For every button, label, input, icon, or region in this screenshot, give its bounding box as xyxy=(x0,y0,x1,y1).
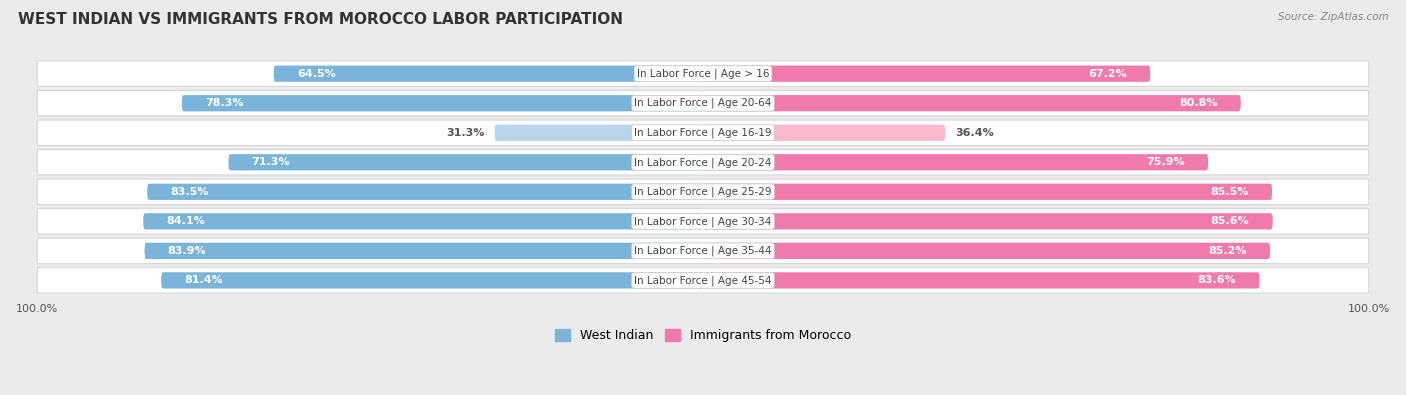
FancyBboxPatch shape xyxy=(181,95,703,111)
FancyBboxPatch shape xyxy=(38,179,1368,205)
FancyBboxPatch shape xyxy=(703,125,945,141)
Text: 67.2%: 67.2% xyxy=(1088,69,1128,79)
Text: In Labor Force | Age 20-24: In Labor Force | Age 20-24 xyxy=(634,157,772,167)
FancyBboxPatch shape xyxy=(703,95,1241,111)
Text: 75.9%: 75.9% xyxy=(1146,157,1185,167)
Text: 64.5%: 64.5% xyxy=(297,69,336,79)
Text: In Labor Force | Age 20-64: In Labor Force | Age 20-64 xyxy=(634,98,772,109)
Text: 83.9%: 83.9% xyxy=(167,246,207,256)
Text: 85.5%: 85.5% xyxy=(1211,187,1249,197)
Text: In Labor Force | Age 30-34: In Labor Force | Age 30-34 xyxy=(634,216,772,227)
Text: 83.5%: 83.5% xyxy=(170,187,209,197)
Legend: West Indian, Immigrants from Morocco: West Indian, Immigrants from Morocco xyxy=(550,324,856,347)
Text: In Labor Force | Age 35-44: In Labor Force | Age 35-44 xyxy=(634,246,772,256)
FancyBboxPatch shape xyxy=(143,213,703,229)
FancyBboxPatch shape xyxy=(162,272,703,288)
FancyBboxPatch shape xyxy=(228,154,703,170)
Text: 71.3%: 71.3% xyxy=(252,157,290,167)
FancyBboxPatch shape xyxy=(38,150,1368,175)
Text: 78.3%: 78.3% xyxy=(205,98,243,108)
FancyBboxPatch shape xyxy=(38,268,1368,293)
Text: 85.6%: 85.6% xyxy=(1211,216,1250,226)
Text: 85.2%: 85.2% xyxy=(1208,246,1247,256)
FancyBboxPatch shape xyxy=(703,272,1260,288)
Text: 83.6%: 83.6% xyxy=(1198,275,1236,286)
Text: In Labor Force | Age 45-54: In Labor Force | Age 45-54 xyxy=(634,275,772,286)
FancyBboxPatch shape xyxy=(38,61,1368,87)
FancyBboxPatch shape xyxy=(38,120,1368,145)
FancyBboxPatch shape xyxy=(703,184,1272,200)
FancyBboxPatch shape xyxy=(145,243,703,259)
Text: 80.8%: 80.8% xyxy=(1180,98,1218,108)
FancyBboxPatch shape xyxy=(703,213,1272,229)
Text: Source: ZipAtlas.com: Source: ZipAtlas.com xyxy=(1278,12,1389,22)
Text: 81.4%: 81.4% xyxy=(184,275,224,286)
FancyBboxPatch shape xyxy=(38,209,1368,234)
FancyBboxPatch shape xyxy=(703,66,1150,82)
Text: In Labor Force | Age > 16: In Labor Force | Age > 16 xyxy=(637,68,769,79)
FancyBboxPatch shape xyxy=(38,238,1368,263)
Text: WEST INDIAN VS IMMIGRANTS FROM MOROCCO LABOR PARTICIPATION: WEST INDIAN VS IMMIGRANTS FROM MOROCCO L… xyxy=(18,12,623,27)
Text: In Labor Force | Age 25-29: In Labor Force | Age 25-29 xyxy=(634,186,772,197)
Text: In Labor Force | Age 16-19: In Labor Force | Age 16-19 xyxy=(634,128,772,138)
FancyBboxPatch shape xyxy=(703,243,1270,259)
Text: 31.3%: 31.3% xyxy=(446,128,485,138)
FancyBboxPatch shape xyxy=(38,90,1368,116)
FancyBboxPatch shape xyxy=(703,154,1208,170)
FancyBboxPatch shape xyxy=(495,125,703,141)
FancyBboxPatch shape xyxy=(148,184,703,200)
FancyBboxPatch shape xyxy=(274,66,703,82)
Text: 36.4%: 36.4% xyxy=(955,128,994,138)
Text: 84.1%: 84.1% xyxy=(166,216,205,226)
